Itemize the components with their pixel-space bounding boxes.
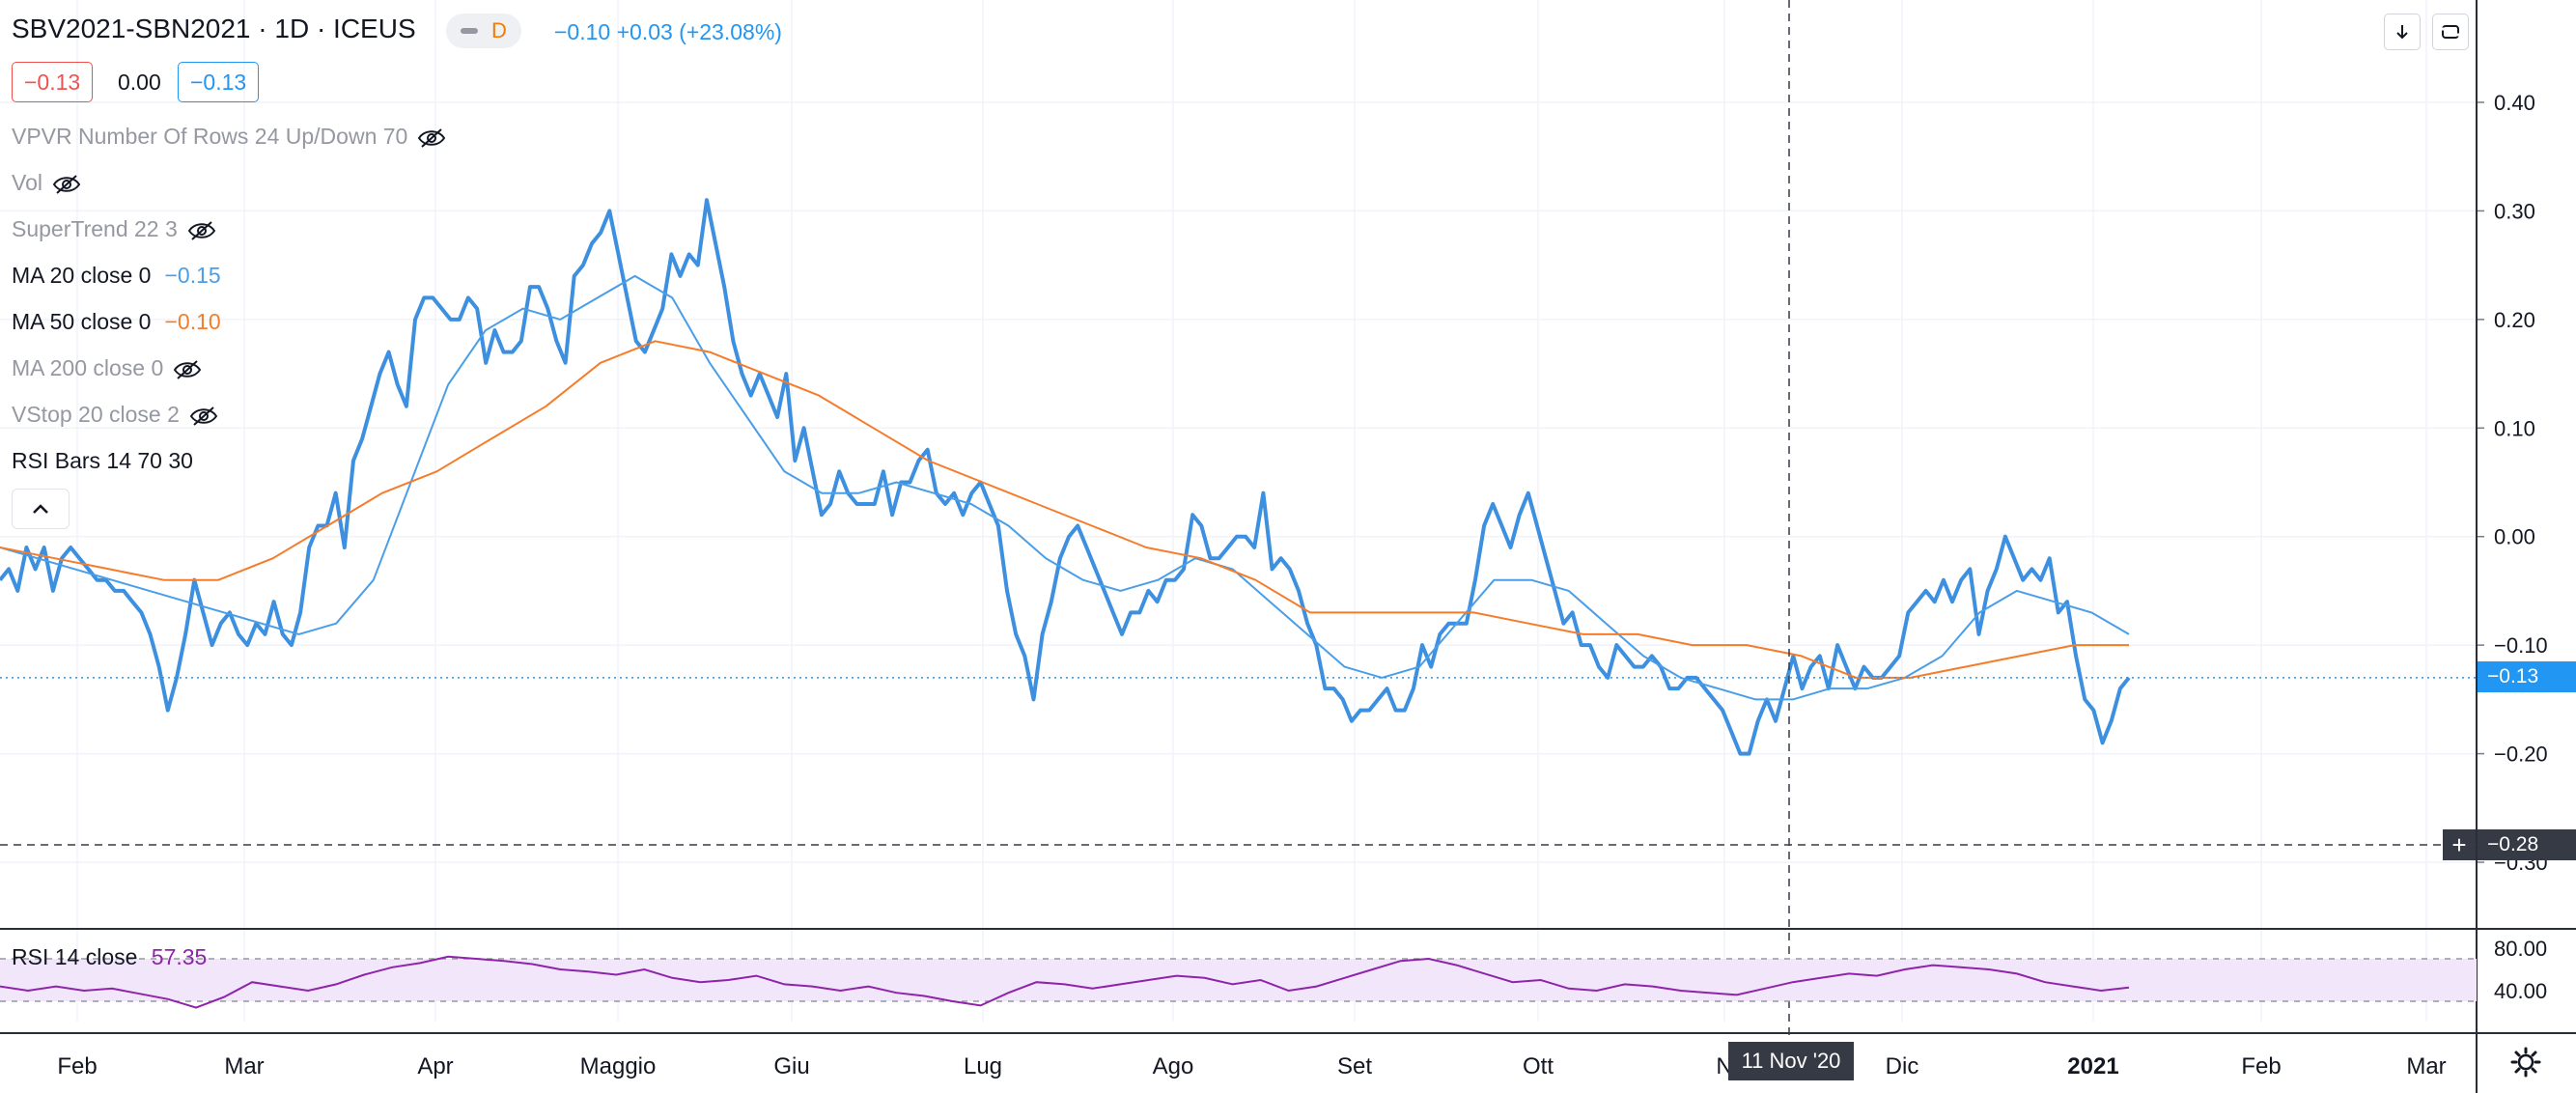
- price-axis-label: 0.20: [2494, 308, 2535, 332]
- price-axis-label: 0.30: [2494, 199, 2535, 223]
- bid-price-box[interactable]: −0.13: [12, 62, 94, 102]
- price-axis-label: −0.20: [2494, 743, 2548, 767]
- time-axis-label: 2021: [2067, 1053, 2118, 1079]
- time-axis-label: Ott: [1523, 1053, 1554, 1079]
- symbol-title[interactable]: SBV2021-SBN2021 · 1D · ICEUS: [12, 14, 416, 43]
- chevron-up-icon: [33, 504, 48, 514]
- rsi-axis-label: 80.00: [2494, 937, 2547, 961]
- spread-value: 0.00: [118, 69, 161, 95]
- gear-icon[interactable]: [2506, 1043, 2545, 1081]
- plus-icon[interactable]: +: [2443, 829, 2476, 860]
- indicator-legend-row[interactable]: Vol: [12, 170, 81, 196]
- indicator-name: MA 200 close 0: [12, 355, 164, 380]
- chart-series: [0, 0, 2477, 1041]
- time-axis-label: Feb: [57, 1053, 97, 1079]
- indicator-legend-row[interactable]: VPVR Number Of Rows 24 Up/Down 70: [12, 124, 446, 150]
- time-axis-label: Dic: [1886, 1053, 1919, 1079]
- change-values: −0.10 +0.03 (+23.08%): [554, 19, 782, 44]
- status-badge[interactable]: D: [446, 14, 521, 48]
- price-line: [0, 198, 2131, 756]
- rsi-legend-value: 57.35: [151, 944, 208, 969]
- crosshair-date-label: 11 Nov '20: [1728, 1042, 1854, 1080]
- price-axis-label: 0.40: [2494, 91, 2535, 115]
- indicator-name: RSI Bars 14 70 30: [12, 448, 193, 473]
- download-button[interactable]: [2384, 14, 2421, 50]
- indicator-legend-row[interactable]: VStop 20 close 2: [12, 402, 218, 428]
- download-icon: [2396, 25, 2408, 40]
- last-price-label: −0.13: [2478, 661, 2576, 692]
- indicator-legend-row[interactable]: MA 20 close 0 −0.15: [12, 263, 221, 289]
- indicator-legend-row[interactable]: RSI Bars 14 70 30: [12, 448, 193, 474]
- time-axis-label: Apr: [417, 1053, 453, 1079]
- eye-off-icon[interactable]: [52, 174, 81, 195]
- time-axis-label: Mar: [224, 1053, 264, 1079]
- indicator-name: VPVR Number Of Rows 24 Up/Down 70: [12, 124, 408, 149]
- time-axis-label: Ago: [1153, 1053, 1194, 1079]
- ask-value: −0.13: [178, 62, 260, 102]
- indicator-name: MA 50 close 0: [12, 309, 152, 334]
- time-axis-label: Mar: [2406, 1053, 2446, 1079]
- rsi-legend-name: RSI 14 close: [12, 944, 138, 969]
- indicator-name: VStop 20 close 2: [12, 402, 180, 427]
- fullscreen-button[interactable]: [2432, 14, 2469, 50]
- rsi-legend[interactable]: RSI 14 close 57.35: [12, 944, 207, 970]
- indicator-name: MA 20 close 0: [12, 263, 152, 288]
- minus-icon: [461, 28, 479, 34]
- badge-letter: D: [491, 18, 507, 42]
- rsi-line: [0, 955, 2130, 1009]
- bid-value: −0.13: [12, 62, 94, 102]
- eye-off-icon[interactable]: [173, 359, 202, 380]
- rsi-axis-label: 40.00: [2494, 979, 2547, 1003]
- ma20-line: [0, 274, 2130, 701]
- indicator-legend-row[interactable]: MA 200 close 0: [12, 355, 202, 381]
- chart-grid: [0, 0, 2477, 1022]
- ask-price-box[interactable]: −0.13: [178, 62, 260, 102]
- indicator-legend-row[interactable]: MA 50 close 0 −0.10: [12, 309, 221, 335]
- indicator-legend-row[interactable]: SuperTrend 22 3: [12, 216, 216, 242]
- time-axis-label: Feb: [2241, 1053, 2281, 1079]
- indicator-value: −0.15: [164, 263, 221, 288]
- eye-off-icon[interactable]: [187, 220, 216, 241]
- time-axis-label: Lug: [964, 1053, 1002, 1079]
- crosshair-price-label: −0.28: [2478, 829, 2576, 860]
- indicator-value: −0.10: [164, 309, 221, 334]
- indicator-name: SuperTrend 22 3: [12, 216, 178, 241]
- eye-off-icon[interactable]: [417, 127, 446, 149]
- indicator-name: Vol: [12, 170, 42, 195]
- ma50-line: [0, 340, 2129, 679]
- time-axis-label: Maggio: [580, 1053, 657, 1079]
- eye-off-icon[interactable]: [189, 406, 218, 427]
- fullscreen-icon: [2440, 25, 2461, 39]
- time-axis-label: Set: [1337, 1053, 1372, 1079]
- chart-labels: Feb Mar Apr Maggio Giu Lug Ago Set Ott N Dic 2021 Fe…: [57, 91, 2547, 1079]
- price-axis-label: 0.10: [2494, 416, 2535, 440]
- price-axis-label: −0.10: [2494, 633, 2548, 658]
- time-axis-label: Giu: [773, 1053, 809, 1079]
- price-axis-label: 0.00: [2494, 525, 2535, 549]
- rsi-band: [0, 959, 2477, 1001]
- collapse-legend-button[interactable]: [12, 489, 70, 529]
